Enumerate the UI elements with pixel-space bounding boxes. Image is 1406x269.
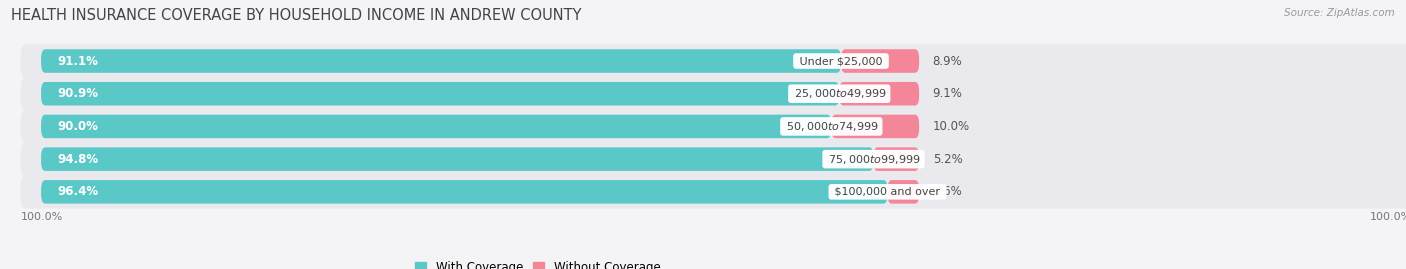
Text: 96.4%: 96.4% — [58, 185, 98, 198]
FancyBboxPatch shape — [21, 143, 1406, 176]
Text: 5.2%: 5.2% — [932, 153, 962, 166]
FancyBboxPatch shape — [873, 147, 920, 171]
Text: $50,000 to $74,999: $50,000 to $74,999 — [783, 120, 880, 133]
Text: 3.6%: 3.6% — [932, 185, 962, 198]
FancyBboxPatch shape — [21, 110, 1406, 143]
FancyBboxPatch shape — [41, 115, 831, 138]
FancyBboxPatch shape — [41, 49, 841, 73]
Text: 10.0%: 10.0% — [932, 120, 970, 133]
Text: Source: ZipAtlas.com: Source: ZipAtlas.com — [1284, 8, 1395, 18]
FancyBboxPatch shape — [21, 44, 1406, 78]
FancyBboxPatch shape — [41, 180, 887, 204]
Text: 100.0%: 100.0% — [1369, 212, 1406, 222]
Text: 90.0%: 90.0% — [58, 120, 98, 133]
FancyBboxPatch shape — [839, 82, 920, 105]
Text: 9.1%: 9.1% — [932, 87, 963, 100]
Text: 8.9%: 8.9% — [932, 55, 962, 68]
Text: Under $25,000: Under $25,000 — [796, 56, 886, 66]
Text: 91.1%: 91.1% — [58, 55, 98, 68]
Text: 100.0%: 100.0% — [21, 212, 63, 222]
Legend: With Coverage, Without Coverage: With Coverage, Without Coverage — [415, 261, 661, 269]
Text: 90.9%: 90.9% — [58, 87, 98, 100]
Text: $25,000 to $49,999: $25,000 to $49,999 — [790, 87, 887, 100]
FancyBboxPatch shape — [41, 147, 873, 171]
Text: HEALTH INSURANCE COVERAGE BY HOUSEHOLD INCOME IN ANDREW COUNTY: HEALTH INSURANCE COVERAGE BY HOUSEHOLD I… — [11, 8, 582, 23]
Text: $100,000 and over: $100,000 and over — [831, 187, 943, 197]
FancyBboxPatch shape — [887, 180, 920, 204]
FancyBboxPatch shape — [831, 115, 920, 138]
FancyBboxPatch shape — [41, 82, 839, 105]
Text: 94.8%: 94.8% — [58, 153, 98, 166]
Text: $75,000 to $99,999: $75,000 to $99,999 — [825, 153, 922, 166]
FancyBboxPatch shape — [841, 49, 920, 73]
FancyBboxPatch shape — [21, 175, 1406, 208]
FancyBboxPatch shape — [21, 77, 1406, 110]
